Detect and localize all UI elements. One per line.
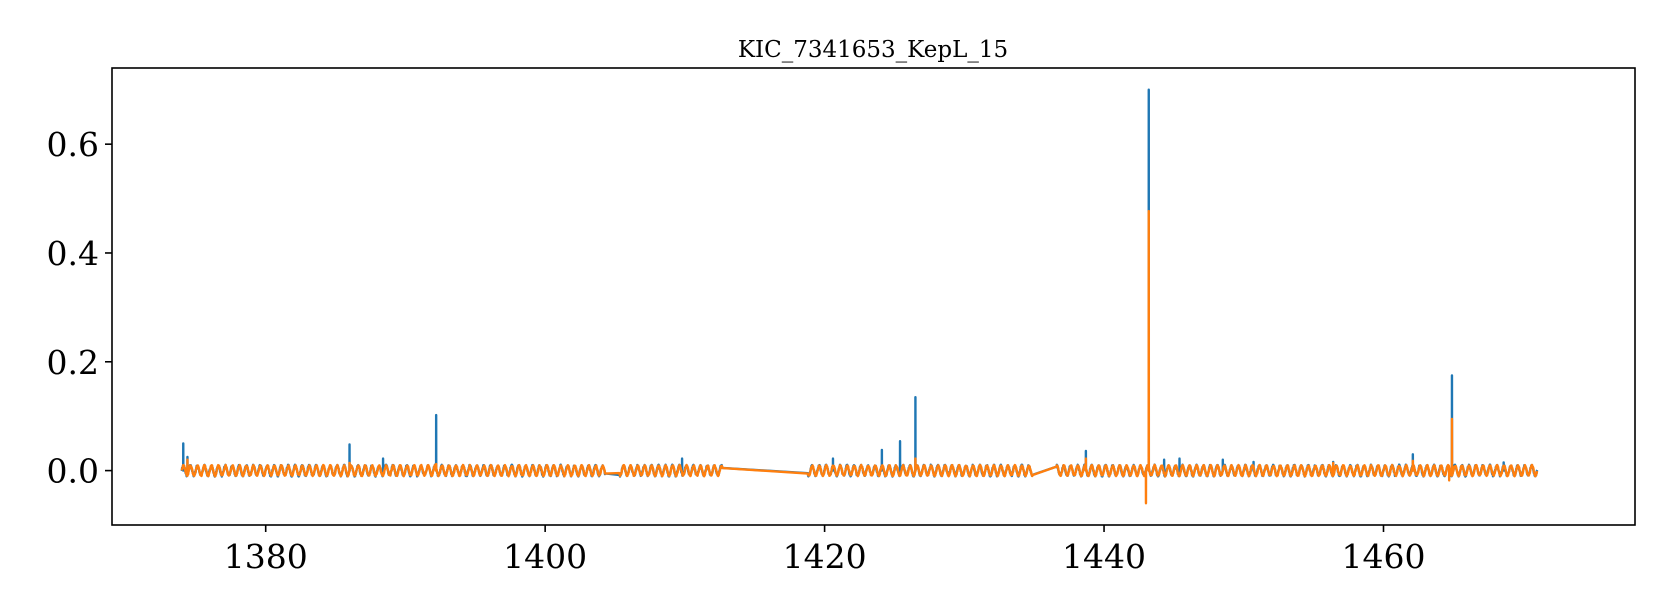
x-tick-label: 1380: [224, 537, 308, 576]
x-tick-label: 1420: [783, 537, 867, 576]
series-line-0: [180, 88, 1539, 478]
y-tick-label: 0.6: [47, 125, 99, 164]
x-tick-label: 1460: [1342, 537, 1426, 576]
chart-title: KIC_7341653_KepL_15: [738, 37, 1008, 63]
plot-area: [180, 88, 1539, 505]
x-axis: 1380 1400 1420 1440 1460: [224, 525, 1426, 576]
series-line-1: [180, 209, 1539, 505]
y-tick-label: 0.4: [47, 234, 99, 273]
plot-frame: [111, 67, 1636, 526]
x-tick-label: 1440: [1062, 537, 1146, 576]
y-tick-label: 0.2: [47, 343, 99, 382]
y-tick-label: 0.0: [47, 452, 99, 491]
x-tick-label: 1400: [503, 537, 587, 576]
y-axis: 0.0 0.2 0.4 0.6: [47, 125, 112, 491]
